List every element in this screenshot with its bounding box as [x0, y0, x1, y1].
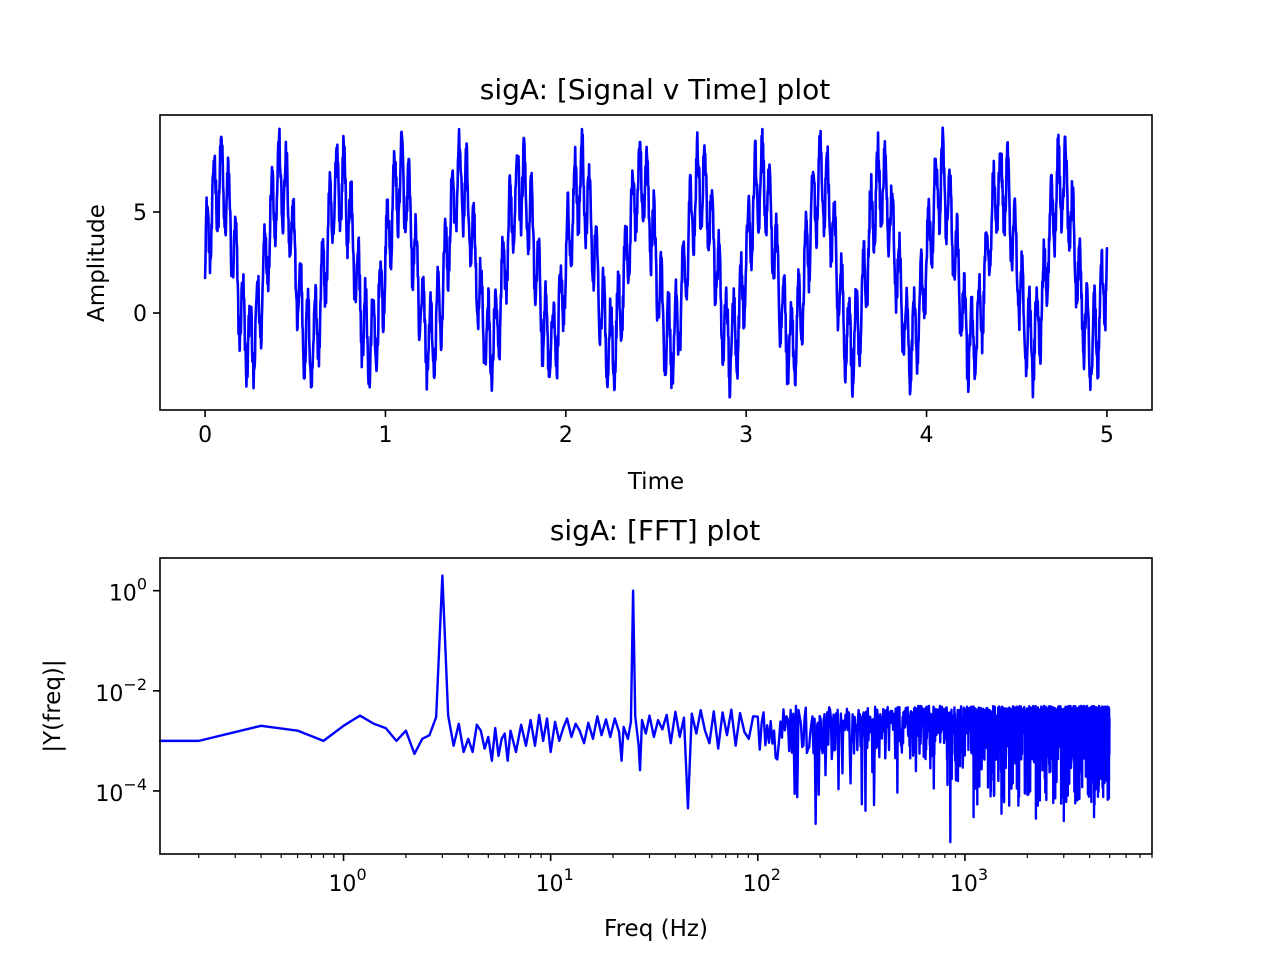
- fft-series: [158, 574, 1111, 844]
- time-x-tick-label: 1: [378, 423, 392, 448]
- fft-y-axis-label: |Y(freq)|: [40, 659, 66, 752]
- time-x-tick-label: 4: [920, 423, 934, 448]
- time-x-tick-label: 2: [559, 423, 573, 448]
- fft-axis-ticks: 100 101 102 103 100 10−2 10−4: [95, 575, 1153, 897]
- time-y-tick-label: 0: [133, 302, 147, 327]
- time-signal-series: [203, 126, 1109, 399]
- fft-x-tick-label: 100: [328, 865, 366, 897]
- fft-plot-frame: [159, 557, 1153, 855]
- fft-x-tick-label: 101: [536, 865, 574, 897]
- time-x-axis-label: Time: [627, 469, 684, 495]
- fft-x-axis-label: Freq (Hz): [604, 916, 708, 942]
- time-signal-line: [203, 126, 1109, 399]
- time-x-tick-label: 5: [1100, 423, 1114, 448]
- time-y-tick-label: 5: [133, 201, 147, 226]
- time-y-axis-label: Amplitude: [84, 204, 110, 322]
- fft-spectrum-line: [158, 574, 1111, 844]
- fft-x-tick-label: 103: [950, 865, 988, 897]
- time-plot-frame: [159, 114, 1153, 411]
- fft-y-tick-label: 10−4: [95, 775, 147, 807]
- time-plot-title: sigA: [Signal v Time] plot: [480, 73, 830, 106]
- fft-y-tick-label: 10−2: [95, 675, 147, 707]
- time-x-tick-label: 3: [739, 423, 753, 448]
- fft-plot-title: sigA: [FFT] plot: [550, 514, 760, 547]
- time-signal-panel: sigA: [Signal v Time] plot 0 1 2 3 4 5 0 5 Time…: [84, 73, 1153, 495]
- time-axis-ticks: 0 1 2 3 4 5 0 5: [133, 201, 1114, 448]
- time-x-tick-label: 0: [198, 423, 212, 448]
- fft-x-tick-label: 102: [743, 865, 781, 897]
- fft-y-tick-label: 100: [109, 575, 147, 607]
- fft-panel: sigA: [FFT] plot 100 101 102 103 100 10−2 10−4…: [40, 514, 1153, 942]
